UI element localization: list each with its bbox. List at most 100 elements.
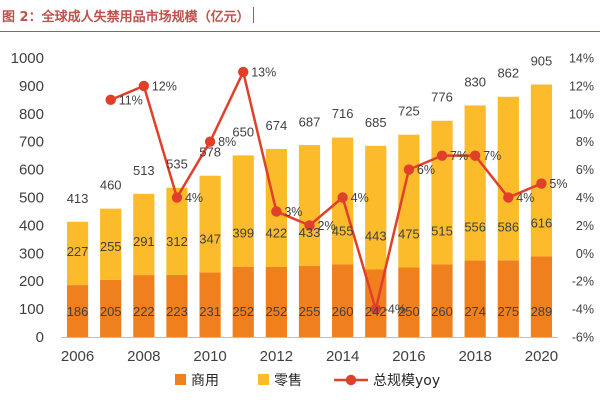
label-retail: 347 — [199, 232, 221, 247]
label-commercial: 275 — [497, 304, 519, 319]
legend-swatch-commercial — [175, 374, 186, 385]
y-left-tick-label: 0 — [36, 329, 44, 346]
label-yoy: 2% — [318, 219, 336, 233]
label-retail: 399 — [232, 226, 254, 241]
label-total: 674 — [266, 118, 288, 133]
y-right-tick-label: 6% — [576, 163, 594, 177]
y-left-tick-label: 800 — [19, 106, 44, 123]
label-yoy: -4% — [384, 303, 406, 317]
y-left-tick-label: 400 — [19, 217, 44, 234]
label-commercial: 231 — [199, 304, 221, 319]
bar-retail — [199, 175, 221, 273]
label-yoy: 7% — [450, 149, 468, 163]
x-tick-label: 2016 — [392, 348, 425, 365]
data-labels: 186 227 413 205 255 460 222 291 513 223 312 535 231 3… — [67, 54, 568, 319]
label-total: 578 — [199, 145, 221, 160]
bar-commercial — [66, 285, 89, 337]
label-yoy: 4% — [516, 191, 534, 205]
label-commercial: 222 — [133, 304, 155, 319]
y-right-tick-label: 4% — [576, 191, 594, 205]
x-tick-label: 2010 — [193, 348, 226, 365]
yoy-line-path — [110, 70, 542, 311]
bar-commercial — [199, 272, 221, 337]
label-commercial: 252 — [232, 304, 254, 319]
yoy-marker — [238, 66, 249, 78]
label-yoy: 11% — [119, 93, 143, 107]
label-total: 725 — [398, 104, 420, 119]
y-left-tick-label: 300 — [19, 245, 44, 262]
label-yoy: 4% — [185, 191, 203, 205]
y-right-tick-label: 14% — [569, 52, 594, 66]
label-retail: 291 — [133, 234, 155, 249]
y-left-tick-label: 1000 — [11, 50, 44, 67]
label-commercial: 274 — [464, 304, 486, 319]
yoy-line — [105, 66, 547, 315]
bar-retail — [298, 145, 321, 266]
bar-commercial — [232, 266, 254, 337]
legend-label-commercial: 商用 — [191, 373, 219, 389]
label-yoy: 4% — [351, 191, 369, 205]
yoy-marker — [204, 136, 216, 147]
bar-commercial — [100, 279, 122, 337]
label-total: 513 — [133, 163, 155, 178]
label-commercial: 250 — [398, 304, 420, 319]
yoy-marker — [469, 150, 481, 161]
yoy-marker — [436, 150, 448, 161]
label-yoy: 5% — [549, 177, 567, 191]
label-retail: 616 — [531, 215, 553, 230]
y-right-tick-label: -4% — [572, 303, 594, 317]
label-yoy: 6% — [417, 163, 435, 177]
y-right-tick-label: 10% — [569, 107, 594, 121]
label-retail: 255 — [100, 239, 122, 254]
label-commercial: 252 — [266, 304, 288, 319]
bar-retail — [431, 120, 453, 265]
label-commercial: 186 — [67, 304, 89, 319]
yoy-marker — [370, 303, 381, 315]
label-total: 460 — [100, 178, 122, 193]
bar-commercial — [298, 265, 321, 337]
y-left-tick-label: 200 — [19, 273, 44, 290]
label-yoy: 12% — [152, 79, 177, 93]
title-divider — [0, 31, 600, 32]
label-total: 716 — [332, 106, 354, 121]
label-commercial: 260 — [332, 304, 354, 319]
label-total: 650 — [232, 125, 254, 140]
y-right-tick-label: 12% — [569, 79, 594, 93]
label-retail: 515 — [431, 223, 453, 238]
y-left-tick-label: 700 — [19, 134, 44, 151]
yoy-marker — [403, 164, 415, 175]
yoy-marker — [337, 192, 348, 203]
bar-retail — [232, 155, 254, 267]
label-total: 830 — [464, 74, 486, 89]
y-right-tick-label: -6% — [572, 331, 594, 345]
bar-commercial — [497, 260, 519, 337]
label-retail: 443 — [365, 228, 387, 243]
bar-retail — [166, 187, 188, 275]
label-yoy: 7% — [483, 149, 501, 163]
y-right-tick-label: 8% — [576, 135, 594, 149]
label-retail: 422 — [266, 226, 288, 241]
label-commercial: 223 — [166, 304, 188, 319]
bar-commercial — [464, 260, 486, 337]
yoy-marker — [171, 192, 183, 203]
label-retail: 556 — [464, 220, 486, 235]
label-retail: 586 — [497, 219, 519, 234]
yoy-marker — [271, 206, 282, 217]
bar-retail — [133, 193, 155, 276]
bar-retail — [497, 96, 519, 261]
label-retail: 455 — [332, 223, 354, 238]
label-commercial: 255 — [299, 304, 321, 319]
label-yoy: 8% — [218, 135, 236, 149]
x-tick-label: 2008 — [127, 348, 160, 365]
y-left-tick-label: 500 — [19, 190, 44, 207]
figure-title-bar: 图 2：全球成人失禁用品市场规模（亿元） — [0, 0, 260, 30]
legend-swatch-retail — [258, 374, 269, 385]
label-yoy: 13% — [251, 65, 276, 79]
label-total: 535 — [166, 157, 188, 172]
label-commercial: 260 — [431, 304, 453, 319]
x-tick-label: 2012 — [260, 348, 293, 365]
bar-retail — [100, 208, 122, 280]
label-commercial: 242 — [365, 304, 387, 319]
label-yoy: 3% — [284, 205, 302, 219]
yoy-marker — [304, 220, 315, 231]
